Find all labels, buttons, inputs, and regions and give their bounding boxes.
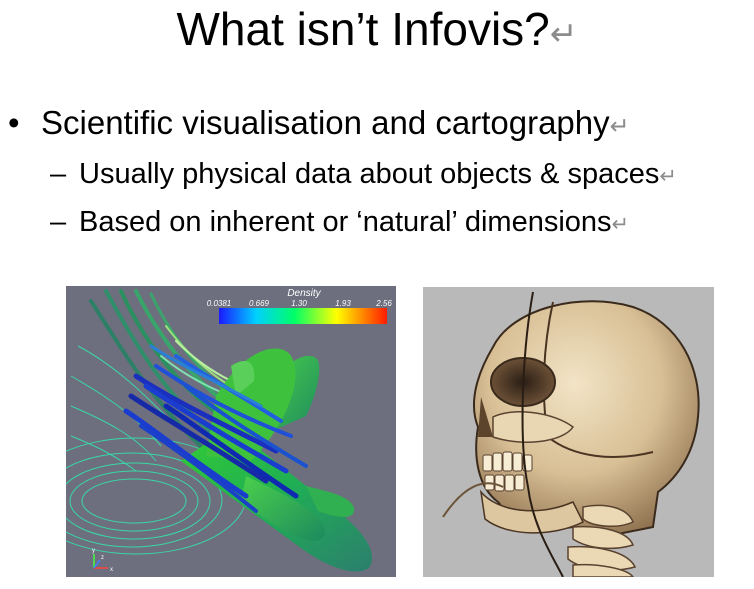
shuttle-model (181, 348, 373, 572)
legend-title: Density (287, 288, 321, 299)
bullet-text: Scientific visualisation and cartography (41, 104, 610, 141)
bullet-item: • Scientific visualisation and cartograph… (8, 104, 630, 142)
sub-bullet-marker: – (50, 206, 67, 238)
sub-bullet-marker: – (50, 158, 67, 190)
paragraph-mark: ↵ (611, 213, 630, 236)
paragraph-mark: ↵ (609, 113, 630, 140)
axis-label: x (110, 567, 113, 573)
paragraph-mark: ↵ (549, 16, 578, 53)
axes-triad: x y z (92, 548, 113, 573)
streamlines-front (123, 344, 308, 513)
paragraph-mark: ↵ (659, 165, 677, 188)
legend-tick: 0.669 (249, 299, 270, 308)
sub-bullet-item: – Based on inherent or ‘natural’ dimensio… (50, 206, 629, 239)
axis-label: y (92, 548, 95, 554)
legend-colorbar (219, 308, 387, 324)
axis-label: z (101, 555, 104, 561)
density-legend: Density 0.0381 0.669 1.30 1.93 2.56 (207, 288, 392, 324)
title-text: What isn’t Infovis? (176, 3, 550, 55)
slide-title: What isn’t Infovis?↵ (0, 2, 754, 56)
teeth (482, 451, 533, 492)
legend-tick: 2.56 (375, 299, 392, 308)
shuttle-visualisation-image: Density 0.0381 0.669 1.30 1.93 2.56 x y … (66, 286, 396, 577)
bullet-marker: • (8, 104, 20, 141)
vertebrae (567, 504, 637, 577)
skull-render (442, 291, 700, 577)
skull-volume-render-image (423, 287, 714, 577)
legend-tick: 1.30 (291, 299, 307, 308)
sub-bullet-text: Based on inherent or ‘natural’ dimension… (79, 206, 612, 238)
sub-bullet-item: – Usually physical data about objects & s… (50, 158, 677, 191)
legend-tick: 1.93 (335, 299, 351, 308)
sub-bullet-text: Usually physical data about objects & sp… (79, 158, 660, 190)
legend-tick: 0.0381 (207, 299, 231, 308)
